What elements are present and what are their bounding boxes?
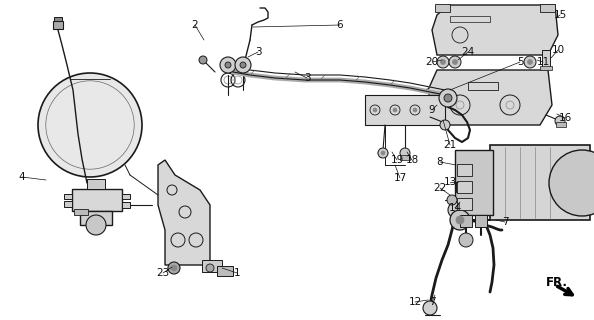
Bar [400,155,410,160]
Text: 16: 16 [558,113,571,123]
Bar [64,194,72,199]
Circle shape [168,262,180,274]
Text: 8: 8 [437,157,443,167]
Text: 6: 6 [337,20,343,30]
Bar [460,215,472,227]
Circle shape [199,56,207,64]
Circle shape [400,148,410,158]
Circle shape [527,60,532,65]
Circle shape [220,57,236,73]
Bar [54,17,62,21]
Text: 5: 5 [517,57,523,67]
Text: 23: 23 [156,268,170,278]
Polygon shape [432,5,558,55]
Polygon shape [428,70,552,125]
Circle shape [439,89,457,107]
Circle shape [447,195,457,205]
Text: 18: 18 [405,155,419,165]
Text: 11: 11 [536,57,549,67]
Text: 17: 17 [393,173,407,183]
Polygon shape [158,160,210,265]
Circle shape [456,216,464,224]
Circle shape [555,116,565,126]
Circle shape [448,202,464,218]
Bar [122,194,130,199]
Text: 7: 7 [429,297,435,307]
Text: 3: 3 [304,73,310,83]
Bar [80,211,112,225]
Bar [468,82,498,90]
Text: FR.: FR. [546,276,568,289]
Bar [435,4,450,12]
Circle shape [453,60,457,65]
Bar [122,202,130,208]
Circle shape [524,56,536,68]
Bar [490,145,590,220]
Circle shape [235,57,251,73]
Bar [64,201,72,207]
Circle shape [393,108,397,112]
Circle shape [373,108,377,112]
Circle shape [206,264,214,272]
Circle shape [378,148,388,158]
Circle shape [423,301,437,315]
Bar [475,215,487,227]
Circle shape [459,233,473,247]
Circle shape [171,265,177,271]
Bar [542,50,550,68]
Circle shape [450,210,470,230]
Text: 3: 3 [255,47,261,57]
Text: 24: 24 [462,47,475,57]
Text: 13: 13 [443,177,457,187]
Text: 14: 14 [448,203,462,213]
Circle shape [225,62,231,68]
Bar [456,182,471,192]
Bar [72,189,122,211]
Circle shape [549,150,594,216]
Bar [74,209,88,215]
Bar [455,150,493,215]
Text: 7: 7 [502,217,508,227]
Circle shape [440,120,450,130]
Text: 2: 2 [192,20,198,30]
Bar [217,266,233,276]
Bar [365,95,445,125]
Text: 10: 10 [551,45,564,55]
Circle shape [240,62,246,68]
Text: 20: 20 [425,57,438,67]
Circle shape [449,56,461,68]
Bar [450,16,490,22]
Bar [457,164,472,176]
Bar [87,179,105,189]
Text: 15: 15 [554,10,567,20]
Text: 9: 9 [429,105,435,115]
Bar [540,66,552,70]
Circle shape [381,151,385,155]
Bar [556,122,566,127]
Bar [202,260,222,272]
Circle shape [441,60,446,65]
Circle shape [437,56,449,68]
Bar [53,21,63,29]
Circle shape [444,94,452,102]
Text: 21: 21 [443,140,457,150]
Circle shape [38,73,142,177]
Bar [457,181,472,193]
Text: 1: 1 [233,268,241,278]
Circle shape [413,108,417,112]
Text: 12: 12 [409,297,422,307]
Text: 4: 4 [18,172,26,182]
Bar [540,4,555,12]
Text: 19: 19 [390,155,404,165]
Bar [457,198,472,210]
Text: 22: 22 [434,183,447,193]
Circle shape [86,215,106,235]
